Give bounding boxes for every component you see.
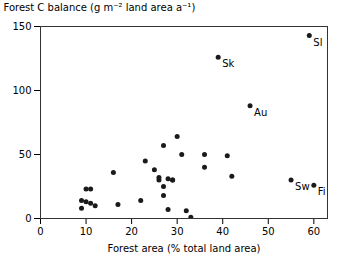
svg-text:20: 20 bbox=[125, 226, 138, 237]
svg-text:40: 40 bbox=[216, 226, 229, 237]
svg-text:Sk: Sk bbox=[222, 58, 234, 69]
svg-text:100: 100 bbox=[12, 85, 31, 96]
svg-text:Au: Au bbox=[254, 107, 267, 118]
svg-text:0: 0 bbox=[37, 226, 43, 237]
svg-text:30: 30 bbox=[171, 226, 184, 237]
svg-text:Fi: Fi bbox=[318, 186, 326, 197]
svg-text:50: 50 bbox=[19, 149, 32, 160]
svg-text:0: 0 bbox=[25, 213, 31, 224]
svg-text:50: 50 bbox=[262, 226, 275, 237]
svg-text:150: 150 bbox=[12, 21, 31, 32]
svg-text:Sl: Sl bbox=[313, 37, 322, 48]
svg-text:Forest C balance (g m⁻² land a: Forest C balance (g m⁻² land area a⁻¹) bbox=[4, 2, 196, 13]
svg-text:60: 60 bbox=[307, 226, 320, 237]
svg-text:10: 10 bbox=[80, 226, 93, 237]
svg-text:Forest area (% total land area: Forest area (% total land area) bbox=[108, 243, 261, 254]
svg-text:Sw: Sw bbox=[295, 181, 310, 192]
